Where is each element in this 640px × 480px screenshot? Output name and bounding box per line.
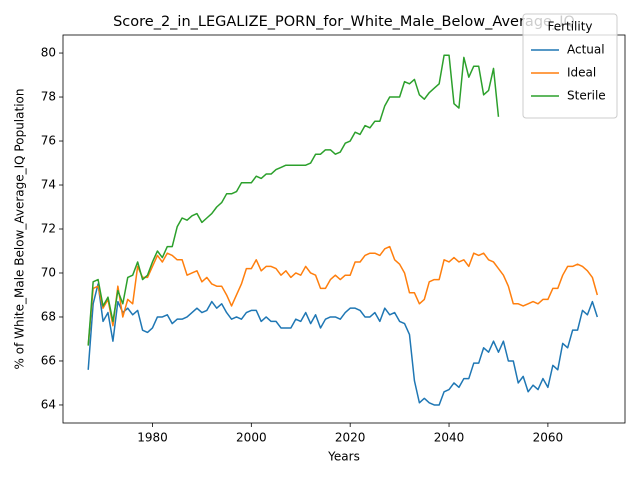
legend-box [522,13,618,119]
line-series [87,283,599,406]
x-tick-label: 2040 [434,431,465,445]
line-series [87,245,599,346]
y-axis-label: % of White_Male Below_Average_IQ Populat… [13,89,27,370]
chart-title: Score_2_in_LEGALIZE_PORN_for_White_Male_… [113,14,575,30]
x-tick-label: 1980 [137,431,168,445]
plot-frame [62,34,626,424]
y-tick-label: 76 [41,134,56,148]
y-tick-label: 80 [41,46,56,60]
line-series [87,54,500,346]
x-tick-label: 2020 [335,431,366,445]
legend-label: Sterile [567,89,606,103]
x-axis-label: Years [327,450,360,464]
x-tick-label: 2060 [533,431,564,445]
y-tick-label: 70 [41,265,56,279]
x-tick-label: 2000 [236,431,267,445]
legend-label: Actual [567,43,605,57]
y-tick-label: 78 [41,90,56,104]
legend-title: Fertility [547,20,592,34]
y-tick-label: 68 [41,309,56,323]
y-tick-label: 72 [41,222,56,236]
y-tick-label: 64 [41,397,56,411]
legend-label: Ideal [567,66,596,80]
y-tick-label: 66 [41,353,56,367]
y-tick-label: 74 [41,178,56,192]
